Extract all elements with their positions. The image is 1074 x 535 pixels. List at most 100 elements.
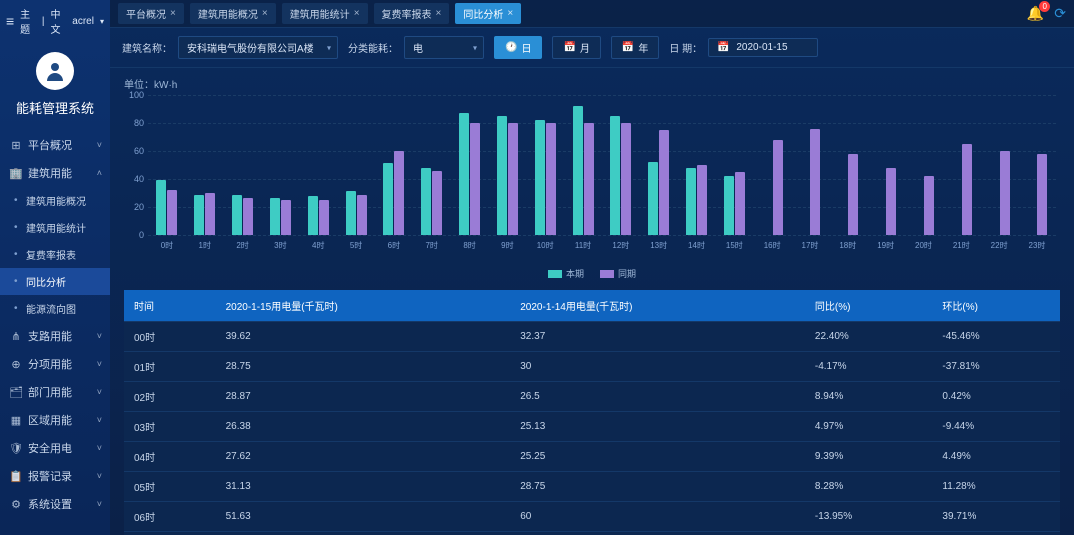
x-label: 22时 [980, 240, 1018, 251]
theme-label[interactable]: 主题 [20, 6, 36, 36]
tab[interactable]: 建筑用能概况× [190, 3, 276, 24]
refresh-icon[interactable]: ⟳ [1054, 5, 1066, 22]
table-cell: 5.19% [805, 532, 933, 535]
bell-icon[interactable]: 🔔0 [1027, 5, 1044, 22]
x-label: 3时 [261, 240, 299, 251]
bar-group [413, 95, 451, 235]
nav-icon: ⋔ [10, 330, 22, 342]
nav-item[interactable]: 📋报警记录˅ [0, 462, 110, 490]
filter-bar: 建筑名称： 安科瑞电气股份有限公司A楼 ▾ 分类能耗： 电 ▾ 🕐日 📅月 📅年… [110, 28, 1074, 68]
nav-subitem[interactable]: 复费率报表 [0, 241, 110, 268]
nav-item[interactable]: 🛡安全用电˅ [0, 434, 110, 462]
chevron-down-icon: ▾ [327, 43, 331, 52]
period-year-button[interactable]: 📅年 [611, 36, 659, 59]
tab[interactable]: 同比分析× [455, 3, 521, 24]
clock-icon: 🕐 [505, 42, 517, 53]
nav-icon: 🏢 [10, 167, 22, 179]
bar-prev [357, 195, 367, 235]
tab-bar: 平台概况× 建筑用能概况× 建筑用能统计× 复费率报表×同比分析× 🔔0 ⟳ [110, 0, 1074, 28]
date-input[interactable]: 📅 2020-01-15 [708, 38, 818, 57]
nav-subitem[interactable]: 建筑用能概况 [0, 187, 110, 214]
tab[interactable]: 平台概况× [118, 3, 184, 24]
period-month-button[interactable]: 📅月 [552, 36, 600, 59]
legend-prev: 同期 [600, 267, 636, 280]
x-label: 15时 [715, 240, 753, 251]
bar-group [640, 95, 678, 235]
nav-item[interactable]: 🏢建筑用能˄ [0, 159, 110, 187]
nav-item[interactable]: ⊞平台概况˅ [0, 131, 110, 159]
table-row: 03时26.3825.134.97%-9.44% [124, 412, 1060, 442]
x-label: 6时 [375, 240, 413, 251]
nav-label: 建筑用能统计 [26, 220, 86, 235]
bar-current [308, 196, 318, 235]
tab[interactable]: 复费率报表× [374, 3, 450, 24]
building-select[interactable]: 安科瑞电气股份有限公司A楼 ▾ [178, 36, 338, 59]
calendar-icon: 📅 [717, 42, 729, 53]
period-day-button[interactable]: 🕐日 [494, 36, 542, 59]
bar-prev [848, 154, 858, 235]
menu-icon[interactable]: ≡ [6, 13, 14, 29]
bar-prev [773, 140, 783, 235]
x-label: 5时 [337, 240, 375, 251]
nav-label: 复费率报表 [26, 247, 76, 262]
x-label: 12时 [602, 240, 640, 251]
nav-subitem[interactable]: 建筑用能统计 [0, 214, 110, 241]
type-select[interactable]: 电 ▾ [404, 36, 484, 59]
topbar-left: ≡ 主题 | 中文 acrel ▾ [0, 6, 110, 44]
close-icon[interactable]: × [170, 8, 176, 19]
chevron-icon: ˅ [97, 331, 102, 341]
table-cell: 27.62 [216, 442, 511, 472]
nav-icon: ▦ [10, 414, 22, 426]
bar-group [148, 95, 186, 235]
tab[interactable]: 建筑用能统计× [282, 3, 368, 24]
nav-item[interactable]: ⋔支路用能˅ [0, 322, 110, 350]
x-label: 13时 [640, 240, 678, 251]
bar-group [451, 95, 489, 235]
nav-subitem[interactable]: 能源流向图 [0, 295, 110, 322]
bar-prev [735, 172, 745, 235]
nav-item[interactable]: ⊕分项用能˅ [0, 350, 110, 378]
nav-label: 报警记录 [28, 468, 72, 484]
bar-prev [167, 190, 177, 235]
x-label: 1时 [186, 240, 224, 251]
x-label: 16时 [753, 240, 791, 251]
bar-prev [621, 123, 631, 235]
table-cell: 26.5 [510, 382, 805, 412]
bar-prev [243, 198, 253, 235]
bar-prev [924, 176, 934, 235]
bar-group [261, 95, 299, 235]
close-icon[interactable]: × [507, 8, 513, 19]
x-label: 4时 [299, 240, 337, 251]
x-label: 9时 [488, 240, 526, 251]
user-label[interactable]: acrel [72, 16, 94, 27]
nav-icon: ⊞ [10, 139, 22, 151]
bar-group [905, 95, 943, 235]
table-cell: 01时 [124, 352, 216, 382]
nav-label: 安全用电 [28, 440, 72, 456]
bar-current [421, 168, 431, 235]
lang-label[interactable]: 中文 [51, 6, 67, 36]
nav-icon: ⊕ [10, 358, 22, 370]
bar-current [346, 191, 356, 235]
bar-group [488, 95, 526, 235]
nav-item[interactable]: ▦区域用能˅ [0, 406, 110, 434]
bar-prev [281, 200, 291, 235]
bar-prev [394, 151, 404, 235]
bar-prev [810, 129, 820, 235]
table-cell: 4.49% [932, 442, 1060, 472]
chevron-down-icon[interactable]: ▾ [100, 17, 104, 26]
table-cell: 4.97% [805, 412, 933, 442]
nav-subitem[interactable]: 同比分析 [0, 268, 110, 295]
close-icon[interactable]: × [354, 8, 360, 19]
logo-block: 能耗管理系统 [0, 44, 110, 127]
type-label: 分类能耗： [348, 40, 398, 55]
x-label: 19时 [867, 240, 905, 251]
nav-item[interactable]: 🗂部门用能˅ [0, 378, 110, 406]
bar-current [497, 116, 507, 235]
bar-prev [319, 200, 329, 235]
table-cell: 25.25 [510, 442, 805, 472]
nav-item[interactable]: ⚙系统设置˅ [0, 490, 110, 518]
close-icon[interactable]: × [436, 8, 442, 19]
bar-group [980, 95, 1018, 235]
close-icon[interactable]: × [262, 8, 268, 19]
